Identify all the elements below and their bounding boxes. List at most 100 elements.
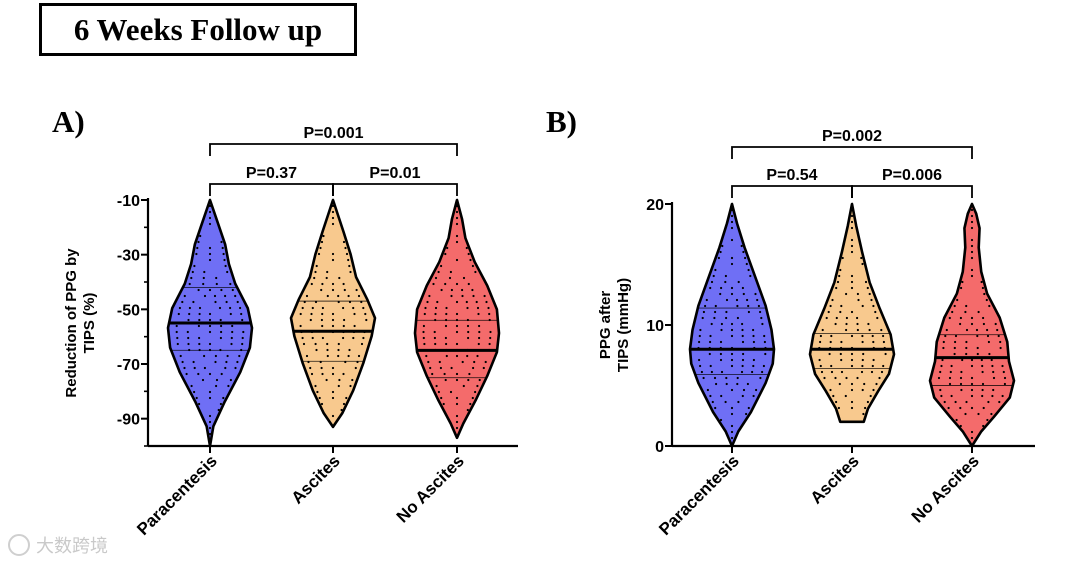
data-point (720, 328, 723, 332)
data-point (745, 262, 748, 266)
data-point (187, 336, 190, 340)
data-point (999, 340, 1002, 344)
y-tick-label: -70 (117, 357, 140, 374)
data-point (751, 370, 754, 374)
data-point (850, 310, 854, 314)
data-point (338, 378, 341, 382)
data-point (197, 288, 200, 292)
data-point (435, 384, 438, 388)
p-value-label: P=0.37 (246, 165, 297, 182)
data-point (710, 370, 714, 374)
data-point (208, 426, 212, 430)
data-point (455, 210, 459, 214)
y-tick-label: -30 (117, 248, 140, 265)
data-point (829, 304, 832, 308)
data-point (338, 276, 341, 280)
data-point (431, 372, 434, 376)
data-point (730, 214, 734, 218)
data-point (698, 358, 701, 362)
data-point (198, 336, 201, 340)
data-point (960, 370, 963, 374)
data-point (983, 292, 986, 296)
data-point (850, 220, 854, 224)
data-point (198, 318, 201, 322)
data-point (231, 330, 234, 334)
data-point (362, 306, 365, 310)
data-point (752, 340, 756, 344)
data-point (176, 336, 179, 340)
x-tick-label: Paracentesis (133, 451, 221, 539)
data-point (746, 298, 749, 302)
data-point (337, 294, 340, 298)
x-tick-label: No Ascites (908, 451, 983, 526)
data-point (466, 306, 469, 310)
data-point (219, 402, 222, 406)
data-point (314, 270, 317, 274)
data-point (736, 316, 740, 320)
data-point (871, 364, 874, 368)
data-point (208, 330, 212, 334)
data-point (745, 412, 748, 416)
data-point (970, 376, 974, 380)
data-point (870, 370, 874, 374)
data-point (757, 304, 761, 308)
data-point (188, 306, 191, 310)
data-point (320, 288, 323, 292)
data-point (208, 288, 212, 292)
data-point (762, 364, 766, 368)
data-point (970, 244, 974, 248)
data-point (990, 358, 993, 362)
data-point (422, 330, 425, 334)
data-point (715, 382, 718, 386)
data-point (759, 310, 762, 314)
data-point (461, 360, 464, 364)
data-point (177, 312, 180, 316)
data-point (437, 390, 440, 394)
data-point (444, 336, 447, 340)
data-point (208, 204, 212, 208)
data-point (698, 340, 701, 344)
data-point (226, 354, 229, 358)
data-point (736, 382, 739, 386)
data-point (326, 294, 329, 298)
data-point (461, 294, 464, 298)
data-point (970, 430, 974, 434)
data-point (970, 322, 974, 326)
data-point (759, 376, 762, 380)
data-point (965, 340, 968, 344)
data-point (741, 328, 744, 332)
data-point (763, 340, 767, 344)
data-point (827, 310, 830, 314)
data-point (730, 424, 734, 428)
data-point (964, 412, 967, 416)
data-point (455, 378, 459, 382)
data-point (872, 388, 875, 392)
watermark-logo-icon (8, 534, 30, 556)
data-point (467, 282, 470, 286)
data-point (455, 414, 459, 418)
watermark-text: 大数跨境 (36, 536, 108, 557)
data-point (960, 388, 963, 392)
data-point (440, 288, 443, 292)
data-point (937, 376, 941, 380)
p-value-label: P=0.006 (882, 167, 942, 184)
data-point (970, 274, 974, 278)
data-point (835, 400, 838, 404)
data-point (828, 352, 831, 356)
data-point (871, 334, 874, 338)
data-point (829, 340, 832, 344)
data-point (747, 268, 750, 272)
data-point (438, 360, 441, 364)
data-point (882, 364, 885, 368)
data-point (761, 322, 764, 326)
data-point (364, 312, 367, 316)
data-point (422, 324, 425, 328)
data-point (489, 336, 492, 340)
data-point (201, 378, 205, 382)
data-point (860, 256, 863, 260)
data-point (331, 324, 335, 328)
significance-bracket: P=0.37 (209, 165, 334, 196)
data-point (867, 322, 870, 326)
data-point (719, 250, 722, 254)
data-point (428, 294, 431, 298)
